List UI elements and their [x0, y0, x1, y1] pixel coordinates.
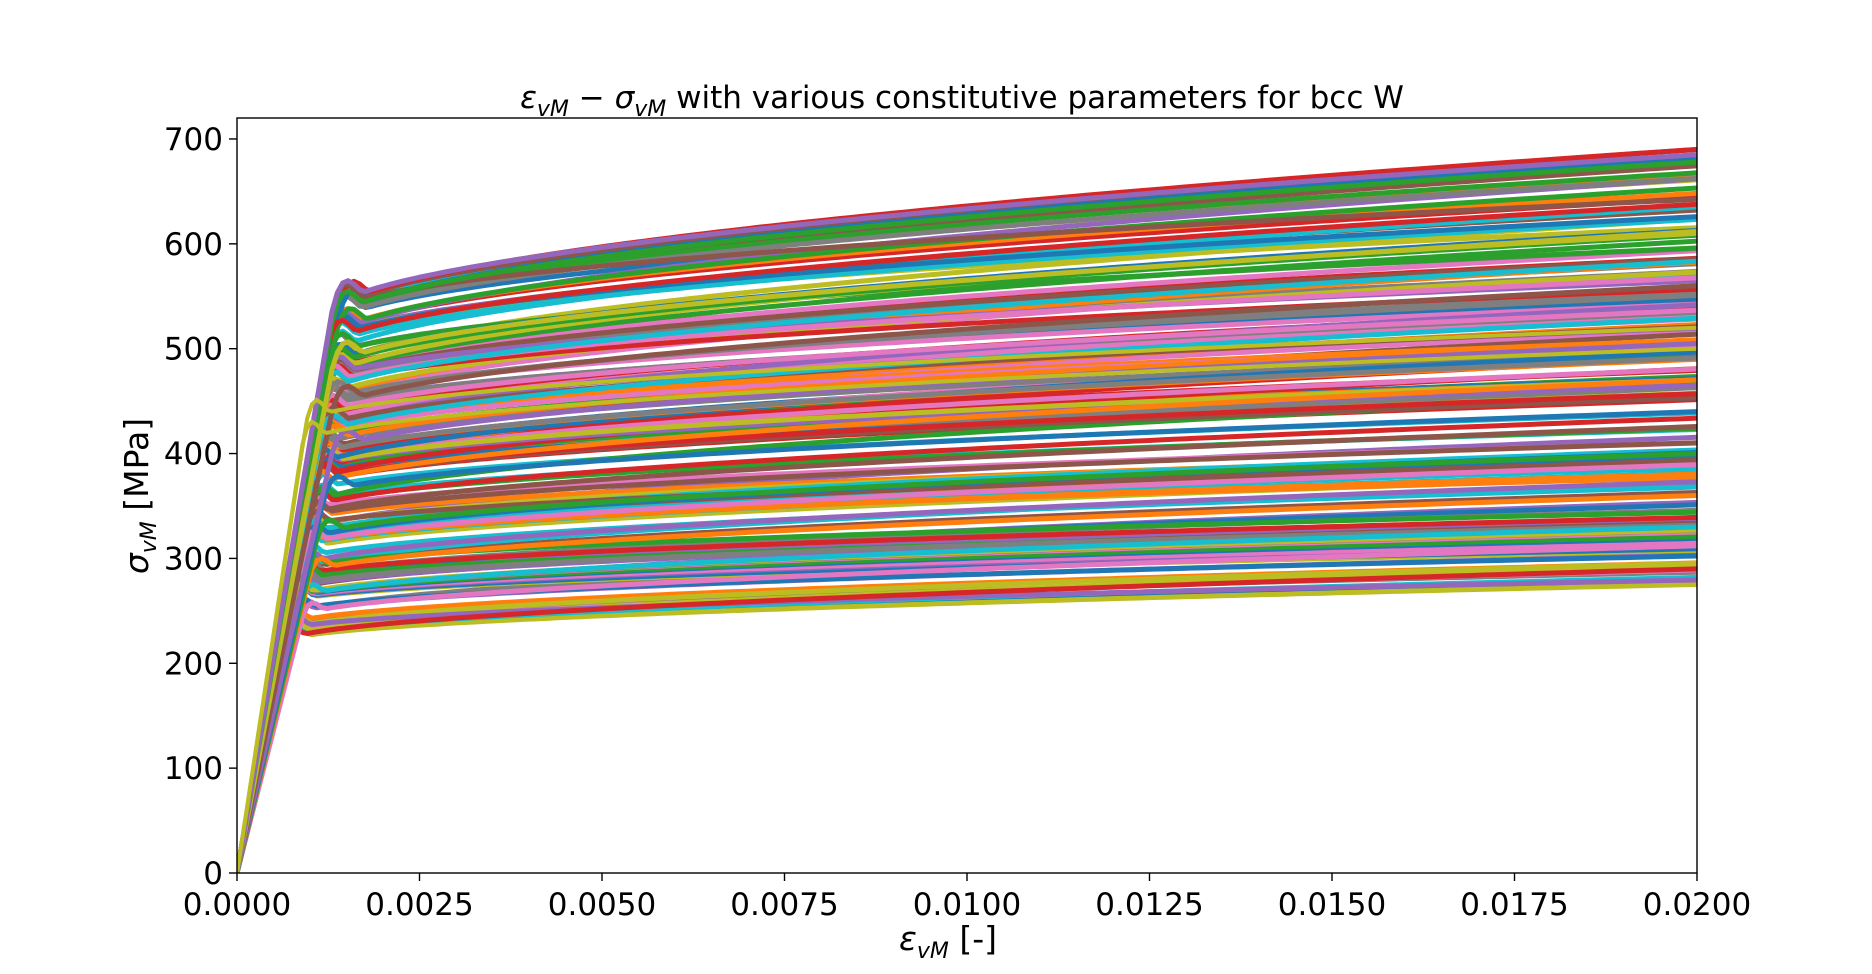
series-line [237, 283, 1697, 873]
title-eps-symbol: ε [520, 80, 537, 116]
series-line [237, 152, 1697, 873]
plot-area [237, 147, 1697, 873]
series-line [237, 522, 1697, 873]
x-tick-label: 0.0125 [1095, 887, 1203, 923]
y-tick-label: 300 [164, 541, 223, 577]
y-axis-label: σvM [MPa] [117, 418, 162, 574]
y-axis: 0 100 200 300 400 500 600 700 [164, 122, 237, 892]
y-tick-label: 200 [164, 646, 223, 682]
y-tick-label: 500 [164, 332, 223, 368]
title-sig-symbol: σ [615, 80, 636, 116]
y-tick-label: 0 [203, 856, 223, 892]
x-axis: 0.0000 0.0025 0.0050 0.0075 0.0100 0.0125 0.01… [183, 873, 1751, 923]
series-line [237, 493, 1697, 873]
x-tick-label: 0.0025 [365, 887, 473, 923]
title-rest: with various constitutive parameters for… [666, 80, 1404, 116]
x-tick-label: 0.0075 [730, 887, 838, 923]
series-line [237, 524, 1697, 873]
x-tick-label: 0.0000 [183, 887, 291, 923]
series-line [237, 346, 1697, 873]
series-line [237, 230, 1697, 873]
series-line [237, 325, 1697, 873]
y-tick-label: 100 [164, 751, 223, 787]
series-line [237, 185, 1697, 873]
series-line [237, 451, 1697, 873]
series-line [237, 479, 1697, 873]
series-line [237, 566, 1697, 873]
x-tick-label: 0.0050 [548, 887, 656, 923]
y-tick-label: 700 [164, 122, 223, 158]
series-line [237, 341, 1697, 873]
x-tick-label: 0.0175 [1460, 887, 1568, 923]
x-axis-label: εvM [-] [899, 919, 997, 964]
series-group [237, 147, 1697, 873]
x-tick-label: 0.0200 [1643, 887, 1751, 923]
y-tick-label: 600 [164, 227, 223, 263]
title-minus: − [569, 80, 615, 116]
y-tick-label: 400 [164, 437, 223, 473]
x-tick-label: 0.0100 [913, 887, 1021, 923]
x-tick-label: 0.0150 [1278, 887, 1386, 923]
series-line [237, 543, 1697, 873]
chart-title: εvM − σvM with various constitutive para… [520, 80, 1404, 122]
